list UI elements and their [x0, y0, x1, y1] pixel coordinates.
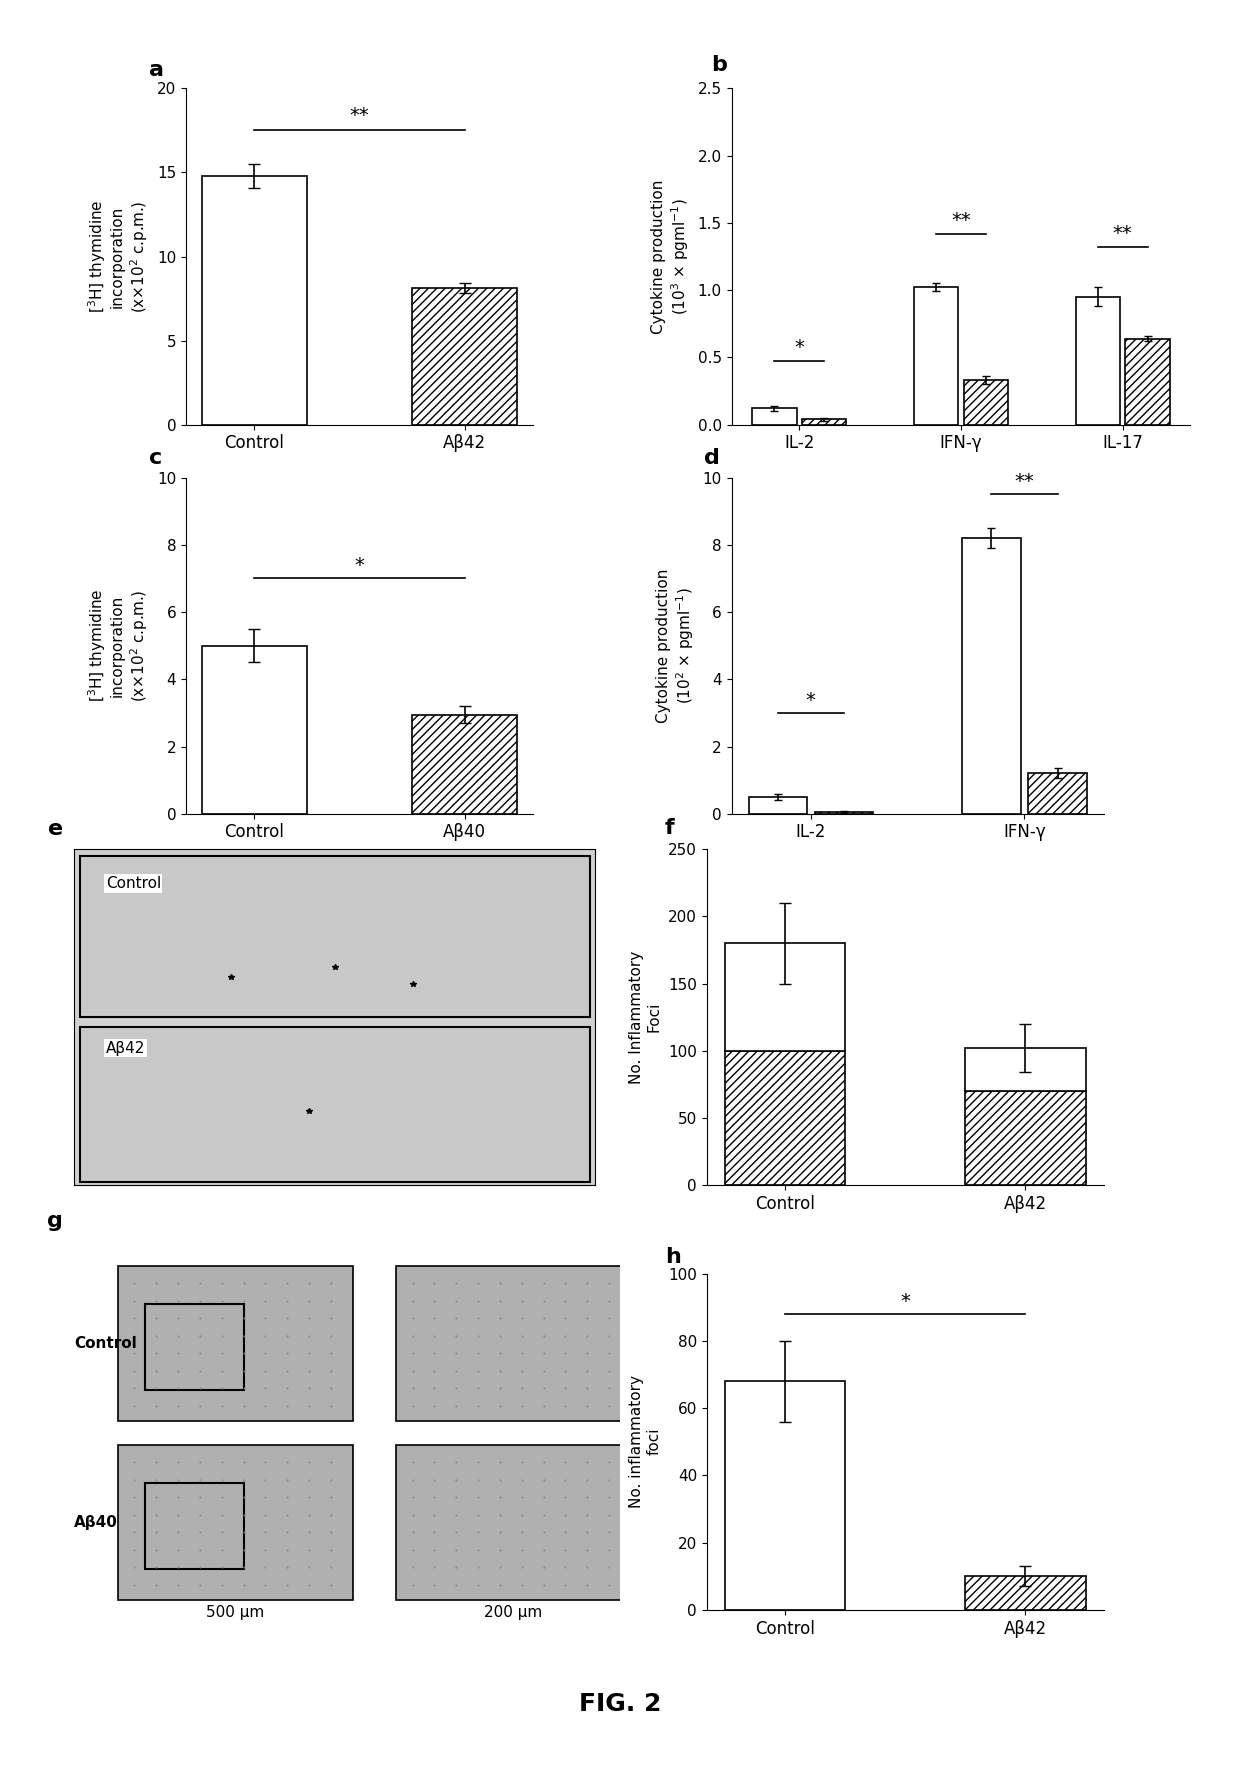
Bar: [118, 1265, 352, 1421]
Bar: [965, 1091, 1085, 1185]
Bar: [118, 1445, 352, 1601]
Bar: [412, 288, 517, 425]
Bar: [963, 380, 1008, 425]
Text: **: **: [350, 106, 370, 126]
Text: *: *: [806, 690, 816, 709]
Bar: [962, 538, 1021, 814]
Text: e: e: [48, 819, 63, 839]
Text: *: *: [900, 1291, 910, 1311]
Y-axis label: [$^3$H] thymidine
incorporation
(x$\times$10$^2$ c.p.m.): [$^3$H] thymidine incorporation (x$\time…: [86, 589, 150, 702]
Text: Aβ42: Aβ42: [105, 1040, 145, 1056]
Bar: [725, 943, 846, 1051]
Bar: [725, 1051, 846, 1185]
Text: h: h: [665, 1247, 681, 1267]
Text: f: f: [665, 819, 675, 839]
Bar: [397, 1445, 631, 1601]
Text: **: **: [1014, 472, 1034, 492]
Bar: [412, 715, 517, 814]
Bar: [753, 409, 796, 425]
Text: a: a: [149, 60, 164, 80]
Text: c: c: [149, 448, 162, 467]
Text: 200 μm: 200 μm: [485, 1604, 543, 1620]
Text: Control: Control: [74, 1336, 138, 1352]
Bar: [1075, 297, 1120, 425]
Text: 500 μm: 500 μm: [206, 1604, 264, 1620]
Bar: [79, 1028, 590, 1182]
Bar: [1028, 773, 1086, 814]
Text: b: b: [712, 55, 727, 74]
Y-axis label: [$^3$H] thymidine
incorporation
(x$\times$10$^2$ c.p.m.): [$^3$H] thymidine incorporation (x$\time…: [86, 200, 150, 313]
Text: **: **: [951, 211, 971, 230]
Bar: [965, 1576, 1085, 1610]
Text: **: **: [1112, 225, 1132, 242]
Y-axis label: No. Inflammatory
Foci: No. Inflammatory Foci: [629, 950, 661, 1084]
Text: Aβ40: Aβ40: [74, 1514, 118, 1530]
Y-axis label: Cytokine production
(10$^2$ × pgml$^{-1}$): Cytokine production (10$^2$ × pgml$^{-1}…: [656, 568, 696, 724]
Bar: [145, 1304, 243, 1390]
Bar: [397, 1265, 631, 1421]
Bar: [725, 1382, 846, 1610]
Bar: [1126, 338, 1169, 425]
Bar: [202, 175, 308, 425]
Y-axis label: No. inflammatory
foci: No. inflammatory foci: [629, 1375, 661, 1509]
Bar: [79, 856, 590, 1017]
Bar: [914, 287, 959, 425]
Y-axis label: Cytokine production
(10$^3$ × pgml$^{-1}$): Cytokine production (10$^3$ × pgml$^{-1}…: [651, 179, 691, 334]
Text: d: d: [704, 448, 719, 467]
Bar: [965, 1047, 1085, 1091]
Text: g: g: [47, 1210, 63, 1231]
Bar: [145, 1484, 243, 1569]
Bar: [749, 796, 807, 814]
Text: *: *: [355, 555, 365, 575]
Bar: [802, 419, 847, 425]
Text: FIG. 2: FIG. 2: [579, 1691, 661, 1716]
Bar: [202, 646, 308, 814]
Text: Control: Control: [105, 876, 161, 892]
Text: *: *: [795, 338, 805, 357]
